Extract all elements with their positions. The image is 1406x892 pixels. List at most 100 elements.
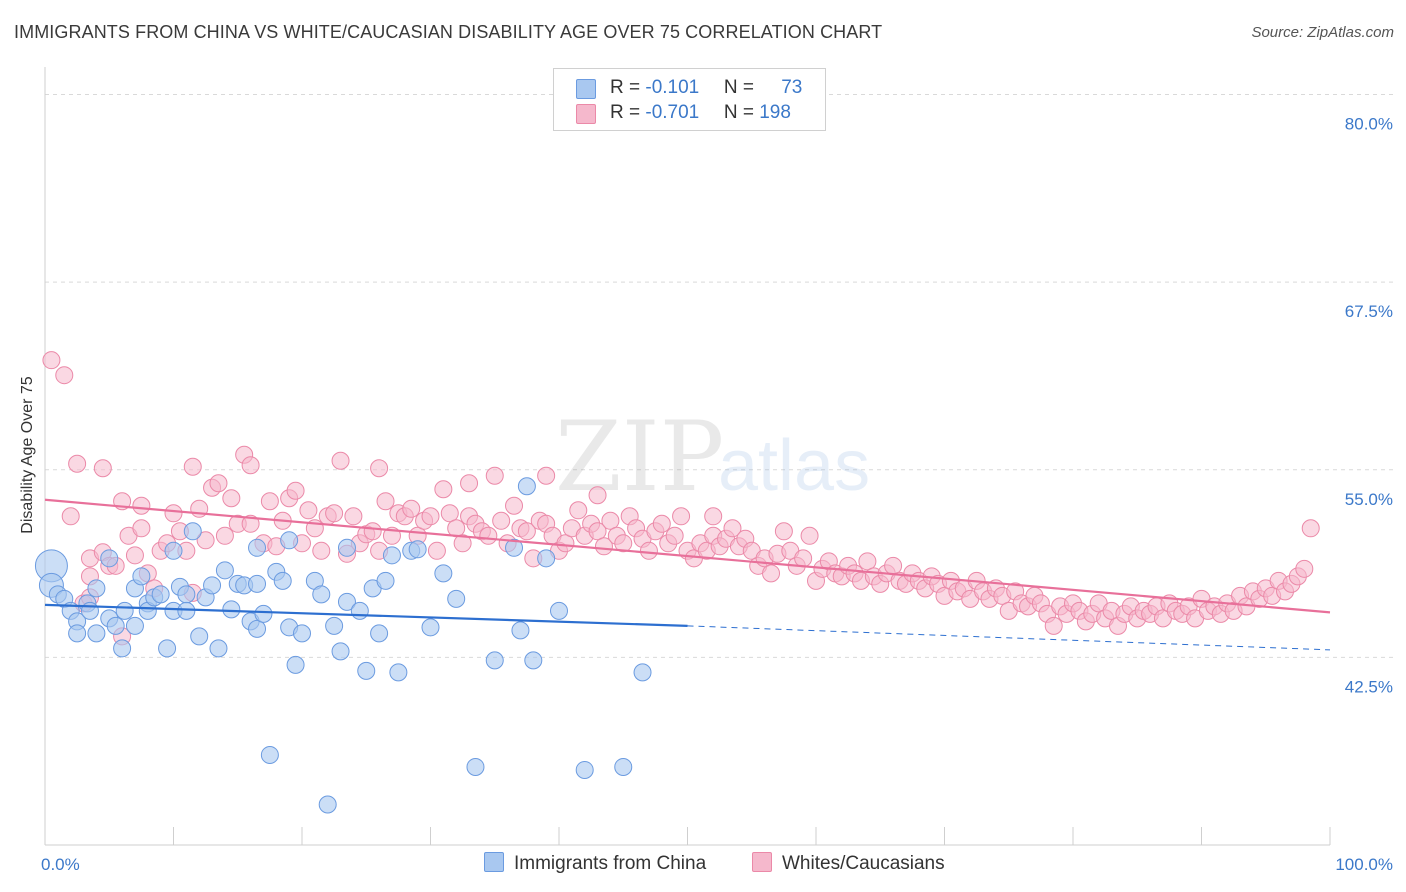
china-point: [177, 585, 196, 604]
china-point: [260, 745, 279, 764]
whites-point: [260, 492, 279, 511]
whites-point: [517, 522, 536, 541]
bottom-legend-whites: Whites/Caucasians: [752, 852, 945, 875]
whites-point: [1295, 559, 1314, 578]
china-point: [215, 561, 234, 580]
china-point: [164, 541, 183, 560]
china-point: [286, 655, 305, 674]
whites-point: [344, 507, 363, 526]
china-point: [537, 549, 556, 568]
whites-point: [884, 556, 903, 575]
whites-point: [421, 507, 440, 526]
correlation-legend: R = -0.101 N = 73 R = -0.701 N = 198: [553, 68, 826, 131]
china-trend-extension: [687, 625, 1331, 651]
x-tick-labels: 0.0% 100.0%: [41, 855, 1393, 874]
whites-point: [794, 549, 813, 568]
china-point: [614, 757, 633, 776]
whites-point: [505, 496, 524, 515]
china-point: [357, 661, 376, 680]
whites-point: [222, 489, 241, 508]
whites-point: [652, 514, 671, 533]
china-point: [575, 760, 594, 779]
whites-point: [241, 514, 260, 533]
china-point: [447, 589, 466, 608]
legend-swatch-blue: [576, 79, 596, 99]
china-point: [254, 604, 273, 623]
whites-point: [125, 546, 144, 565]
china-point: [517, 477, 536, 496]
china-point: [382, 546, 401, 565]
china-point: [113, 639, 132, 658]
china-point: [248, 619, 267, 638]
whites-point: [594, 537, 613, 556]
china-point: [466, 757, 485, 776]
y-tick-label: 42.5%: [1345, 677, 1393, 696]
whites-point: [325, 504, 344, 523]
china-point: [350, 601, 369, 620]
china-point: [337, 592, 356, 611]
bottom-legend-china: Immigrants from China: [484, 852, 706, 875]
whites-point: [299, 501, 318, 520]
whites-point: [312, 541, 331, 560]
legend-r-value-whites: -0.701: [645, 102, 700, 123]
watermark: ZIP atlas: [555, 401, 870, 513]
china-point: [80, 601, 99, 620]
trend-lines: [44, 498, 1331, 651]
china-point: [87, 624, 106, 643]
legend-n-value-china: 73: [781, 77, 803, 98]
china-point: [190, 627, 209, 646]
china-point: [511, 621, 530, 640]
bottom-legend-swatch-blue: [484, 852, 504, 872]
china-point: [421, 618, 440, 637]
whites-point: [93, 459, 112, 478]
whites-point: [485, 466, 504, 485]
whites-point: [209, 474, 228, 493]
y-tick-labels: 42.5% 55.0% 67.5% 80.0%: [1345, 115, 1393, 697]
whites-point: [460, 474, 479, 493]
whites-point: [55, 366, 74, 385]
bottom-legend-label-whites: Whites/Caucasians: [782, 853, 945, 874]
china-point: [248, 574, 267, 593]
whites-point: [537, 466, 556, 485]
china-point: [203, 576, 222, 595]
x-tick-label: 100.0%: [1335, 855, 1393, 874]
whites-point: [215, 526, 234, 545]
china-point: [325, 616, 344, 635]
legend-r-label: R =: [610, 77, 646, 98]
legend-n-value-whites: 198: [759, 102, 791, 123]
whites-point: [286, 481, 305, 500]
china-point: [280, 531, 299, 550]
chart-title: IMMIGRANTS FROM CHINA VS WHITE/CAUCASIAN…: [14, 22, 883, 42]
whites-point: [762, 564, 781, 583]
whites-point: [614, 534, 633, 553]
whites-point: [331, 451, 350, 470]
whites-trend-line: [44, 498, 1331, 614]
china-point: [524, 651, 543, 670]
whites-point: [479, 526, 498, 545]
china-point: [132, 567, 151, 586]
y-tick-label: 55.0%: [1345, 490, 1393, 509]
whites-point: [164, 504, 183, 523]
bottom-legend-swatch-pink: [752, 852, 772, 872]
whites-point: [672, 507, 691, 526]
whites-point: [665, 526, 684, 545]
whites-point: [434, 480, 453, 499]
source-credit: Source: ZipAtlas.com: [1251, 24, 1394, 41]
china-point: [505, 538, 524, 557]
whites-point: [132, 496, 151, 515]
watermark-atlas: atlas: [718, 426, 870, 506]
whites-point: [1044, 616, 1063, 635]
china-point: [337, 538, 356, 557]
whites-point: [440, 504, 459, 523]
china-point: [434, 564, 453, 583]
whites-point: [858, 552, 877, 571]
china-point: [87, 579, 106, 598]
china-point: [485, 651, 504, 670]
whites-point: [363, 522, 382, 541]
whites-point: [196, 531, 215, 550]
whites-point: [704, 507, 723, 526]
china-point: [370, 624, 389, 643]
china-point: [177, 601, 196, 620]
china-trend-line: [44, 603, 688, 627]
legend-n-label: N =: [723, 102, 760, 123]
